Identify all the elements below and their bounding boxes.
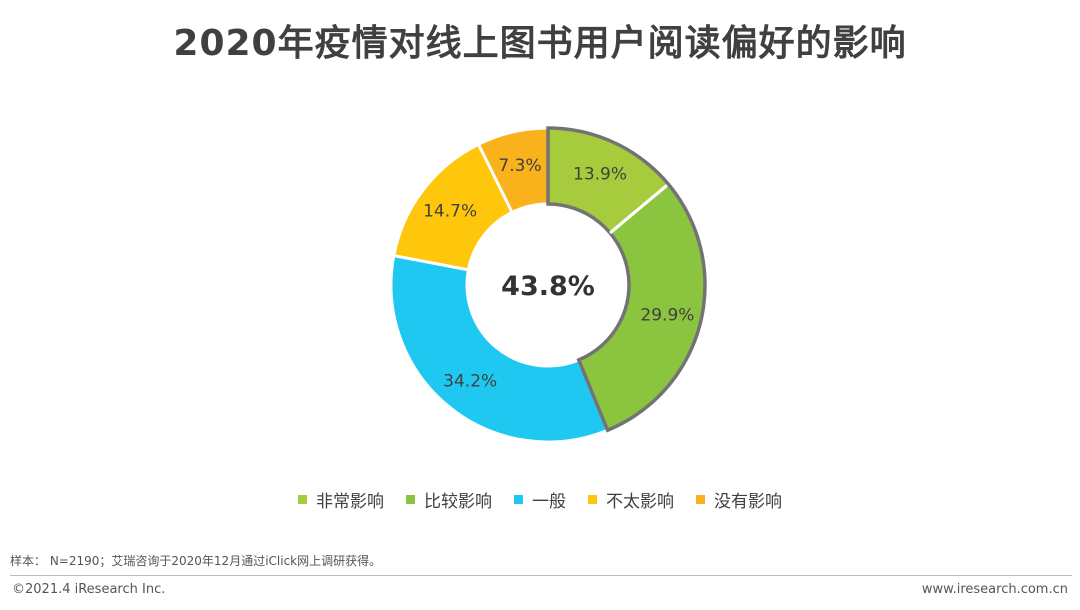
legend-swatch (588, 495, 597, 504)
chart-title: 2020年疫情对线上图书用户阅读偏好的影响 (173, 23, 907, 64)
legend-item-4: 没有影响 (696, 487, 782, 512)
donut-slice-2 (389, 253, 610, 444)
footer-divider (10, 575, 1072, 576)
copyright-text: ©2021.4 iResearch Inc. (12, 582, 166, 597)
chart-legend: 非常影响 比较影响 一般 不太影响 没有影响 (0, 487, 1080, 512)
legend-swatch (298, 495, 307, 504)
website-text: www.iresearch.com.cn (921, 582, 1068, 597)
slice-label-0: 13.9% (573, 165, 627, 185)
slice-label-2: 34.2% (443, 371, 497, 391)
legend-item-2: 一般 (514, 487, 566, 512)
center-label: 43.8% (501, 271, 595, 302)
legend-label: 没有影响 (714, 492, 782, 512)
legend-item-0: 非常影响 (298, 487, 384, 512)
sample-note: 样本： N=2190；艾瑞咨询于2020年12月通过iClick网上调研获得。 (10, 554, 382, 568)
slice-label-4: 7.3% (498, 156, 541, 176)
legend-item-1: 比较影响 (406, 487, 492, 512)
legend-label: 比较影响 (424, 492, 492, 512)
slice-label-3: 14.7% (423, 202, 477, 222)
slice-label-1: 29.9% (640, 305, 694, 325)
legend-swatch (514, 495, 523, 504)
legend-label: 非常影响 (316, 492, 384, 512)
legend-swatch (406, 495, 415, 504)
highlight-outline (546, 126, 707, 433)
legend-item-3: 不太影响 (588, 487, 674, 512)
legend-label: 一般 (532, 492, 566, 512)
slice-separator (609, 184, 668, 235)
legend-label: 不太影响 (606, 492, 674, 512)
legend-swatch (696, 495, 705, 504)
